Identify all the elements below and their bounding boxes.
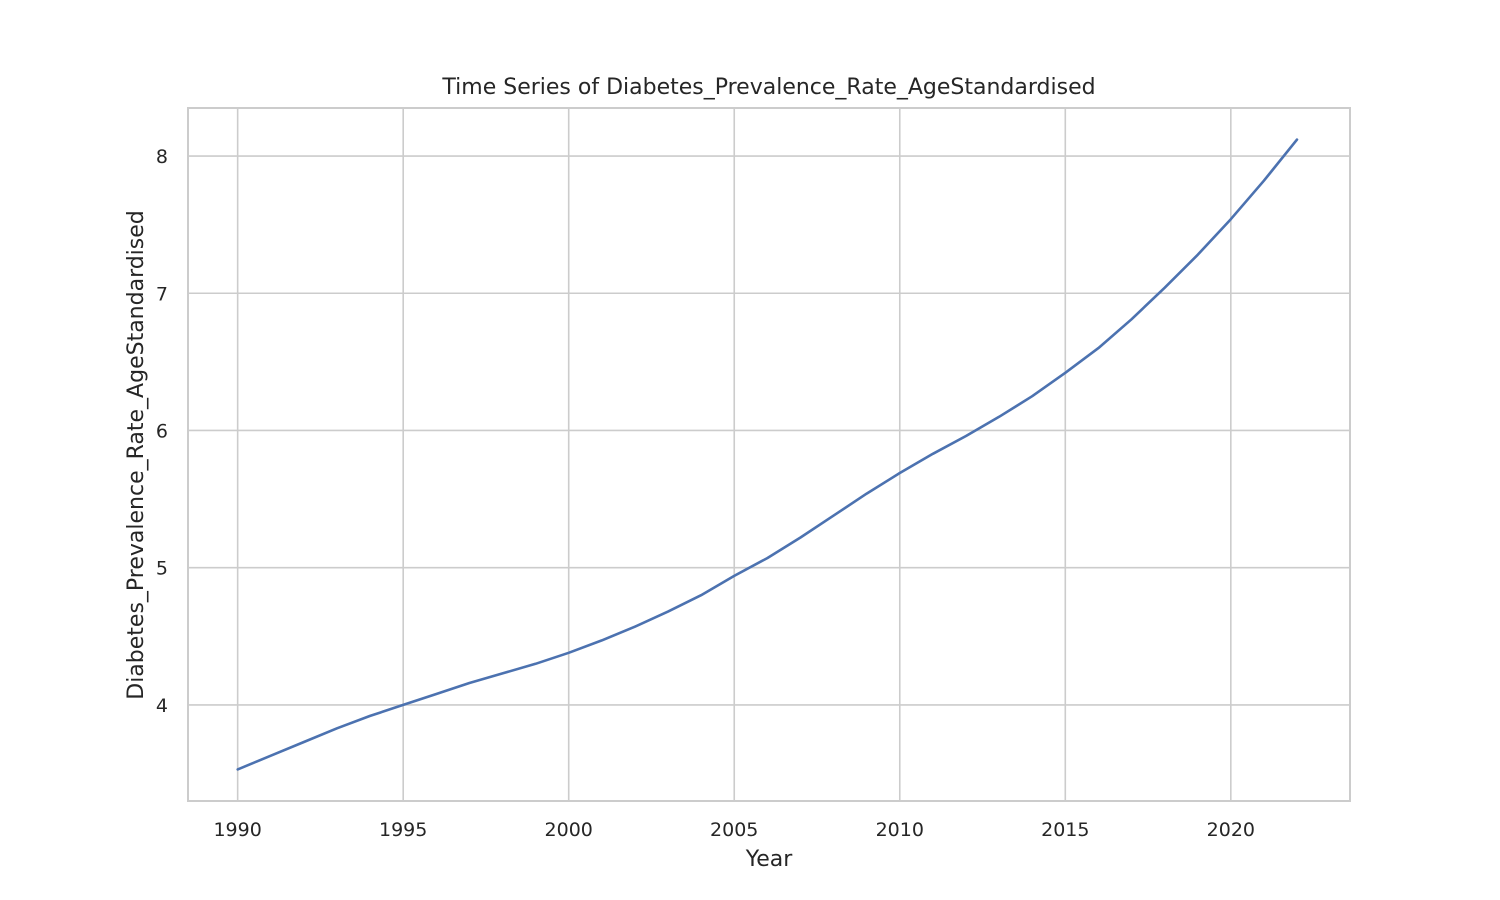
x-tick-label: 2020 bbox=[1207, 819, 1255, 841]
x-tick-label: 1990 bbox=[213, 819, 261, 841]
plot-frame bbox=[187, 107, 1351, 802]
x-axis-label: Year bbox=[745, 847, 794, 872]
y-tick-labels: 4 5 6 7 8 bbox=[156, 146, 168, 717]
y-tick-label: 5 bbox=[156, 558, 168, 580]
y-tick-label: 8 bbox=[156, 146, 168, 168]
x-tick-labels: 1990 1995 2000 2005 2010 2015 2020 bbox=[213, 819, 1255, 841]
y-tick-label: 6 bbox=[156, 420, 168, 442]
x-tick-label: 1995 bbox=[379, 819, 427, 841]
x-tick-label: 2000 bbox=[545, 819, 593, 841]
chart-title: Time Series of Diabetes_Prevalence_Rate_… bbox=[441, 75, 1095, 100]
x-tick-label: 2005 bbox=[710, 819, 758, 841]
y-tick-label: 7 bbox=[156, 283, 168, 305]
grid-lines bbox=[188, 108, 1350, 801]
series-layer bbox=[236, 138, 1299, 771]
y-axis-label: Diabetes_Prevalence_Rate_AgeStandardised bbox=[124, 210, 149, 700]
x-tick-label: 2010 bbox=[876, 819, 924, 841]
x-tick-label: 2015 bbox=[1041, 819, 1089, 841]
series-line bbox=[236, 138, 1299, 771]
y-tick-label: 4 bbox=[156, 695, 168, 717]
